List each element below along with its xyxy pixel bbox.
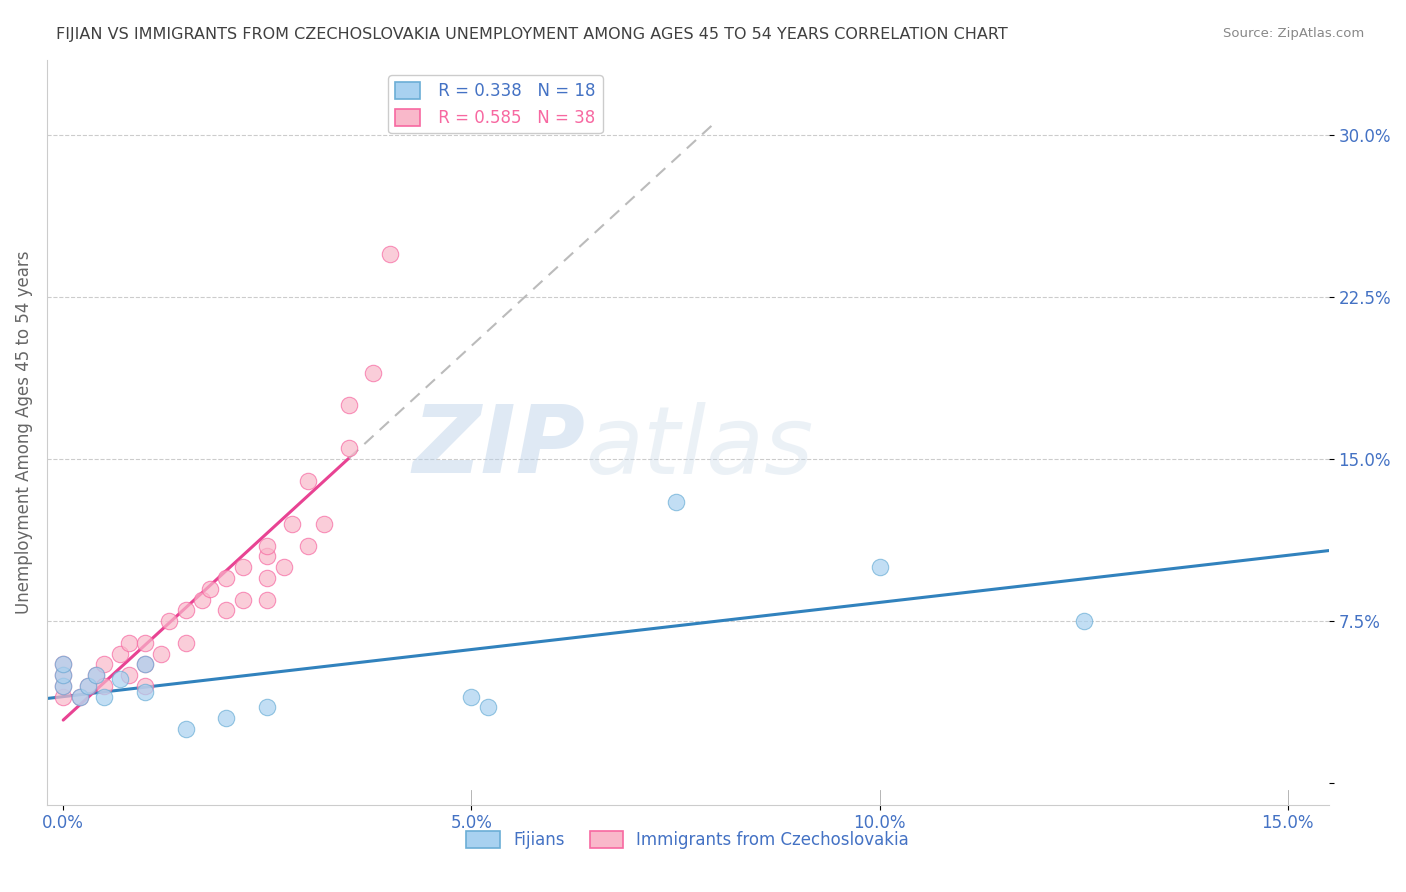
Point: [84, 668, 107, 682]
Point: [93, 679, 115, 693]
Point: [76, 679, 98, 693]
Text: ZIP: ZIP: [412, 401, 585, 493]
Point: [93, 657, 115, 672]
Point: [281, 516, 304, 531]
Point: [134, 636, 156, 650]
Point: [477, 700, 499, 714]
Point: [52, 668, 75, 682]
Point: [378, 247, 401, 261]
Point: [256, 592, 278, 607]
Point: [232, 560, 254, 574]
Point: [134, 685, 156, 699]
Point: [215, 603, 238, 617]
Point: [460, 690, 482, 704]
Point: [52, 668, 75, 682]
Text: Source: ZipAtlas.com: Source: ZipAtlas.com: [1223, 27, 1364, 40]
Point: [157, 614, 180, 628]
Point: [52, 657, 75, 672]
Point: [314, 516, 336, 531]
Point: [150, 647, 173, 661]
Point: [232, 592, 254, 607]
Point: [337, 442, 360, 456]
Point: [337, 398, 360, 412]
Point: [174, 722, 197, 736]
Point: [84, 668, 107, 682]
Point: [69, 690, 91, 704]
Point: [117, 668, 139, 682]
Point: [110, 673, 132, 687]
Point: [52, 679, 75, 693]
Point: [215, 571, 238, 585]
Point: [297, 539, 319, 553]
Text: atlas: atlas: [585, 401, 814, 492]
Point: [1073, 614, 1095, 628]
Point: [174, 636, 197, 650]
Point: [363, 366, 385, 380]
Legend:  R = 0.338   N = 18,  R = 0.585   N = 38: R = 0.338 N = 18, R = 0.585 N = 38: [388, 76, 603, 134]
Point: [191, 592, 214, 607]
Point: [215, 711, 238, 725]
Point: [76, 679, 98, 693]
Point: [174, 603, 197, 617]
Point: [198, 582, 221, 596]
Point: [273, 560, 295, 574]
Point: [110, 647, 132, 661]
Point: [52, 679, 75, 693]
Point: [256, 700, 278, 714]
Point: [664, 495, 686, 509]
Text: FIJIAN VS IMMIGRANTS FROM CZECHOSLOVAKIA UNEMPLOYMENT AMONG AGES 45 TO 54 YEARS : FIJIAN VS IMMIGRANTS FROM CZECHOSLOVAKIA…: [56, 27, 1008, 42]
Point: [52, 690, 75, 704]
Point: [134, 679, 156, 693]
Point: [93, 690, 115, 704]
Point: [869, 560, 891, 574]
Point: [256, 571, 278, 585]
Y-axis label: Unemployment Among Ages 45 to 54 years: Unemployment Among Ages 45 to 54 years: [15, 251, 32, 614]
Point: [52, 657, 75, 672]
Point: [256, 549, 278, 564]
Point: [297, 474, 319, 488]
Point: [134, 657, 156, 672]
Point: [256, 539, 278, 553]
Point: [134, 657, 156, 672]
Point: [117, 636, 139, 650]
Point: [69, 690, 91, 704]
